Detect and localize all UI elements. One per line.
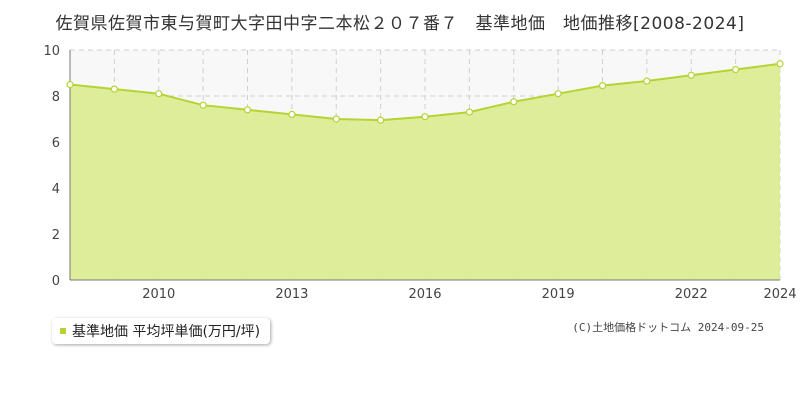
data-point: [687, 71, 695, 79]
data-point: [510, 98, 518, 106]
data-point: [288, 110, 296, 119]
y-tick-label: 4: [52, 182, 60, 197]
legend-label: 基準地価 平均坪単価(万円/坪): [72, 324, 261, 340]
data-point: [377, 116, 385, 124]
tick-labels: 0 2 4 6 8 10 2010 2013 2016 2019 2022 2024: [43, 44, 796, 302]
y-tick-label: 6: [52, 136, 60, 151]
chart-title: 佐賀県佐賀市東与賀町大字田中字二本松２０７番７ 基準地価 地価推移[2008-2…: [55, 14, 745, 34]
legend-marker-icon: [60, 328, 66, 334]
data-point: [66, 80, 74, 89]
x-tick-label: 2010: [142, 287, 175, 302]
data-point: [465, 108, 473, 116]
x-tick-label: 2022: [675, 287, 708, 302]
data-points: [66, 60, 784, 124]
data-point: [732, 65, 740, 74]
x-tick-label: 2024: [763, 287, 796, 302]
data-point: [554, 90, 562, 98]
data-point: [421, 113, 429, 121]
x-tick-label: 2019: [542, 287, 575, 302]
y-tick-label: 0: [52, 274, 60, 289]
series-area: [70, 63, 780, 280]
data-point: [598, 82, 607, 90]
data-point: [643, 77, 651, 85]
data-point: [155, 90, 163, 98]
data-point: [199, 101, 207, 109]
x-tick-label: 2016: [408, 287, 441, 302]
y-tick-label: 10: [43, 44, 60, 59]
axes: [69, 50, 780, 281]
data-point: [110, 85, 118, 93]
x-tick-label: 2013: [275, 287, 308, 302]
y-tick-label: 8: [52, 90, 60, 105]
data-point: [776, 60, 784, 68]
y-tick-label: 2: [52, 228, 60, 243]
copyright-credit: (C)土地価格ドットコム 2024-09-25: [572, 321, 764, 334]
legend[interactable]: 基準地価 平均坪単価(万円/坪): [52, 318, 271, 344]
data-point: [332, 115, 340, 123]
data-point: [243, 106, 252, 114]
